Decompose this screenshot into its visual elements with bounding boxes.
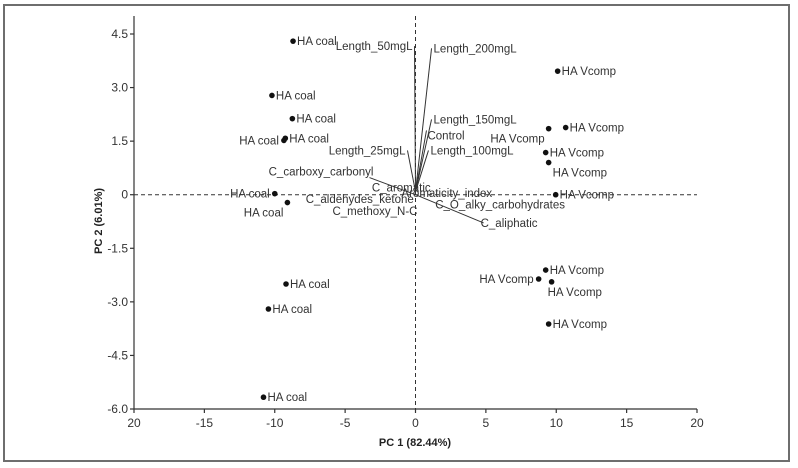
loading-c-aromatic-label: C_aromatic	[372, 183, 431, 195]
x-axis-ticks: 20 -15 -10 -5 0 5 10 15 20	[127, 409, 704, 430]
ha-vcomp-point	[535, 276, 542, 282]
x-axis-label: PC 1 (82.44%)	[379, 437, 451, 449]
ha-coal-point	[284, 199, 291, 206]
loading-control-label: Control	[427, 130, 464, 142]
ha-coal-point-label: HA coal	[297, 36, 337, 48]
loading-length-50mgl-label: Length_50mgL	[336, 41, 413, 53]
ha-coal-point	[265, 306, 272, 312]
ha-vcomp-point-label: HA Vcomp	[479, 274, 533, 286]
ha-vcomp-point-label: HA Vcomp	[562, 66, 616, 78]
loading-length-200mgl-label: Length_200mgL	[434, 43, 518, 55]
loading-length-100mgl-label: Length_100mgL	[430, 145, 514, 157]
x-tick-label: 0	[412, 416, 419, 430]
ha-vcomp-point-label: HA Vcomp	[570, 123, 624, 135]
ha-vcomp-point-label: HA Vcomp	[553, 168, 607, 180]
loading-c-aliphatic-label: C_aliphatic	[481, 218, 538, 230]
ha-vcomp-point-label: HA Vcomp	[550, 265, 604, 277]
ha-coal-point-label: HA coal	[230, 189, 270, 201]
ha-coal-point-label: HA coal	[239, 135, 279, 147]
loading-c-carboxy-carbonyl-label: C_carboxy_carbonyl	[269, 167, 374, 179]
loading-length-200mgl-vector	[415, 48, 433, 192]
loading-length-100mgl-vector	[415, 150, 429, 192]
ha-vcomp-point	[542, 267, 549, 273]
y-axis-ticks: 4.5 3.0 1.5 0 -1.5 -3.0 -4.5 -6.0	[107, 27, 134, 416]
ha-vcomp-point	[542, 149, 549, 156]
loading-aromaticity-index-label: Aromaticity_index	[401, 188, 492, 200]
y-tick-label: -6.0	[107, 402, 128, 416]
ha-coal-point	[290, 38, 296, 44]
ha-coal-point	[260, 394, 267, 401]
ha-coal-point-label: HA coal	[290, 279, 330, 291]
ha-vcomp-point	[562, 124, 569, 131]
x-tick-label: 10	[550, 416, 564, 430]
ha-coal-point-label: HA coal	[276, 90, 316, 102]
score-points: HA coal HA coal HA coal HA coal HA coal HA co…	[230, 36, 624, 404]
x-tick-label: 5	[483, 416, 490, 430]
ha-coal-point-label: HA coal	[289, 133, 329, 145]
ha-vcomp-point-label: HA Vcomp	[550, 148, 604, 160]
ha-vcomp-point-label: HA Vcomp	[560, 190, 614, 202]
loading-length-150mgl-label: Length_150mgL	[434, 114, 518, 126]
ha-vcomp-point-label: HA Vcomp	[490, 134, 544, 146]
ha-vcomp-point	[548, 279, 555, 285]
x-tick-label: 15	[620, 416, 634, 430]
y-tick-label: 0	[121, 188, 128, 202]
x-tick-label: 20	[690, 416, 704, 430]
ha-coal-point	[283, 281, 289, 287]
loading-c-methoxy-n-c-label: C_methoxy_N-C	[332, 206, 417, 218]
y-axis-label: PC 2 (6.01%)	[93, 188, 105, 254]
loading-c-carboxy-carbonyl-vector	[369, 177, 416, 196]
loading-vectors: Length_50mgL Length_200mgL Length_150mgL Co…	[269, 41, 566, 230]
loading-length-150mgl-vector	[415, 119, 433, 192]
loading-c-o-alky-carbohydrates-label: C_O_alky_carbohydrates	[435, 199, 565, 211]
loading-c-aldehydes-ketone-label: C_aldehydes_ketone	[306, 194, 414, 206]
ha-coal-point	[289, 115, 296, 122]
ha-vcomp-point	[554, 68, 561, 74]
ha-vcomp-point	[545, 159, 552, 166]
y-tick-label: -1.5	[107, 241, 128, 255]
ha-vcomp-point	[545, 125, 552, 132]
ha-coal-point-label: HA coal	[244, 208, 284, 220]
ha-coal-point-label: HA coal	[267, 392, 307, 404]
ha-vcomp-point	[545, 321, 552, 327]
ha-vcomp-point-label: HA Vcomp	[553, 319, 607, 331]
y-tick-label: 4.5	[111, 27, 128, 41]
ha-vcomp-point-label: HA Vcomp	[548, 287, 602, 299]
ha-coal-point	[281, 137, 287, 144]
y-tick-label: 3.0	[111, 81, 128, 95]
figure-frame	[3, 4, 790, 462]
ha-coal-point	[271, 190, 278, 197]
loading-control-vector	[415, 130, 427, 192]
x-tick-label: -10	[266, 416, 284, 430]
y-tick-label: -3.0	[107, 295, 128, 309]
loading-length-50mgl-vector	[414, 46, 416, 192]
x-tick-label: -15	[196, 416, 214, 430]
ha-coal-point-label: HA coal	[296, 114, 336, 126]
ha-vcomp-point	[552, 191, 559, 198]
y-tick-label: 1.5	[111, 134, 128, 148]
x-tick-label: -5	[340, 416, 351, 430]
ha-coal-point	[269, 92, 275, 99]
y-tick-label: -4.5	[107, 348, 128, 362]
loading-length-25mgl-label: Length_25mgL	[329, 145, 406, 157]
loading-length-25mgl-vector	[406, 150, 416, 192]
x-tick-label: 20	[127, 416, 141, 430]
ha-coal-point-label: HA coal	[272, 304, 312, 316]
loading-c-aliphatic-vector	[415, 194, 484, 224]
